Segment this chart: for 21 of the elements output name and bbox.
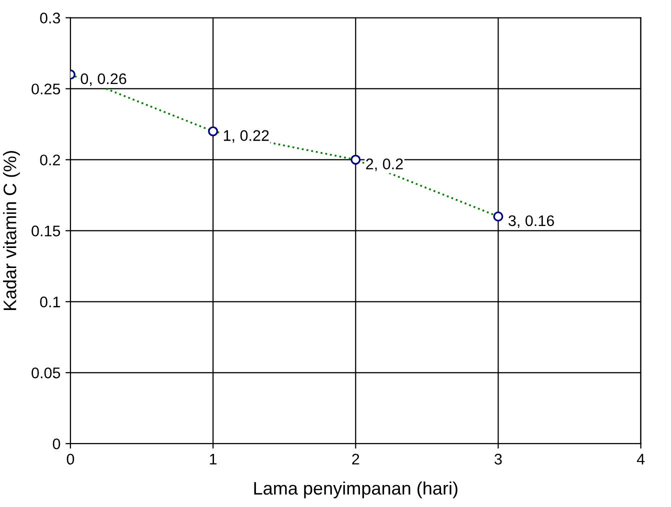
y-tick-label: 0.1 xyxy=(40,296,60,308)
data-label: 3, 0.16 xyxy=(508,215,554,228)
data-label: 1, 0.22 xyxy=(224,130,269,143)
y-tick-label: 0.25 xyxy=(32,84,60,94)
point xyxy=(350,154,361,165)
x-tick-label: 2 xyxy=(352,454,360,464)
point xyxy=(493,211,504,222)
y-tick-label: 0.2 xyxy=(40,154,60,166)
data-label: 0, 0.26 xyxy=(80,73,126,86)
x-tick-label: 4 xyxy=(636,454,645,464)
y-tick-label: 0.15 xyxy=(32,226,60,236)
x-axis-title: Lama penyimpanan (hari) xyxy=(254,481,458,498)
x-tick-label: 1 xyxy=(210,454,217,464)
y-tick-label: 0 xyxy=(52,438,60,450)
point xyxy=(208,126,218,136)
x-tick-label: 0 xyxy=(66,454,74,465)
data-label: 2, 0.2 xyxy=(366,158,403,172)
y-tick-label: 0.3 xyxy=(40,12,60,24)
y-tick-label: 0.05 xyxy=(32,368,60,378)
y-axis-title: Kadar vitamin C (%) xyxy=(3,151,20,310)
x-tick-label: 3 xyxy=(494,454,502,465)
